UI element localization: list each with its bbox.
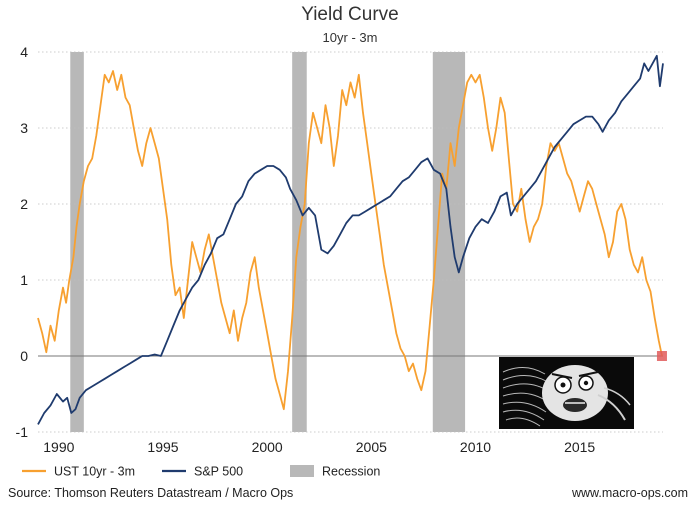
- chart-subtitle: 10yr - 3m: [322, 30, 378, 45]
- series-lines: [37, 54, 664, 425]
- legend-swatch-2: [290, 465, 314, 477]
- recession-band-1: [292, 52, 307, 432]
- y-tick-label: 4: [20, 44, 28, 60]
- recession-band-0: [70, 52, 84, 432]
- reaction-face-image: [499, 357, 634, 429]
- y-axis-ticks: -1 0 1 2 3 4: [16, 44, 29, 440]
- end-marker: [656, 351, 667, 361]
- source-note: Source: Thomson Reuters Datastream / Mac…: [8, 486, 294, 500]
- series-line-1: [37, 54, 664, 425]
- grid-lines: [38, 51, 663, 433]
- chart-title: Yield Curve: [301, 4, 399, 25]
- legend-label-1: S&P 500: [194, 465, 243, 479]
- recession-band-2: [432, 52, 466, 432]
- legend-label-0: UST 10yr - 3m: [54, 465, 135, 479]
- y-tick-label: 0: [20, 348, 28, 364]
- x-tick-label: 1990: [43, 439, 74, 455]
- y-tick-label: 1: [20, 272, 28, 288]
- end-marker-square: [656, 351, 667, 361]
- x-tick-label: 2000: [252, 439, 283, 455]
- series-line-0: [37, 70, 663, 411]
- x-tick-label: 1995: [147, 439, 178, 455]
- recession-bands: [70, 52, 466, 432]
- legend-label-2: Recession: [322, 465, 380, 479]
- y-tick-label: -1: [16, 424, 29, 440]
- y-tick-label: 2: [20, 196, 28, 212]
- x-axis-ticks: 1990 1995 2000 2005 2010 2015: [43, 439, 595, 455]
- x-tick-label: 2010: [460, 439, 491, 455]
- website-link[interactable]: www.macro-ops.com: [572, 486, 688, 500]
- legend: UST 10yr - 3m S&P 500 Recession: [22, 465, 380, 479]
- y-tick-label: 3: [20, 120, 28, 136]
- x-tick-label: 2015: [564, 439, 595, 455]
- x-tick-label: 2005: [356, 439, 387, 455]
